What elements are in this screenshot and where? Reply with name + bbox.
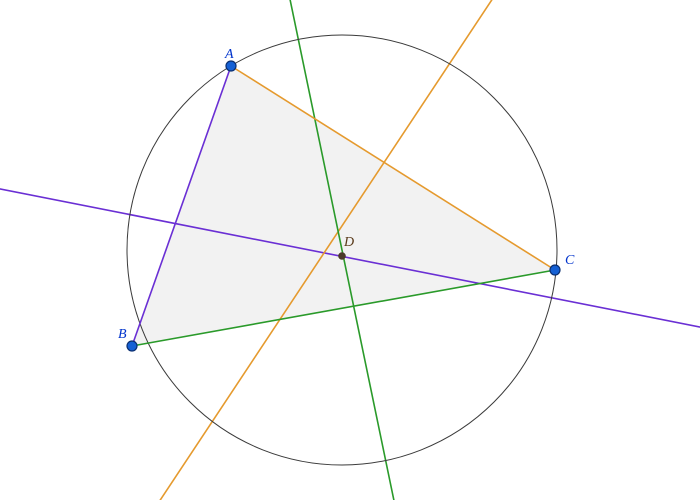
label-b: B	[118, 327, 127, 342]
point-a[interactable]	[226, 61, 236, 71]
label-d: D	[343, 235, 354, 250]
label-c: C	[565, 253, 575, 268]
point-c[interactable]	[550, 265, 560, 275]
point-d[interactable]	[339, 253, 345, 259]
point-b[interactable]	[127, 341, 137, 351]
geometry-canvas: A B C D	[0, 0, 700, 500]
label-a: A	[224, 47, 234, 62]
triangle-fill	[132, 66, 555, 346]
